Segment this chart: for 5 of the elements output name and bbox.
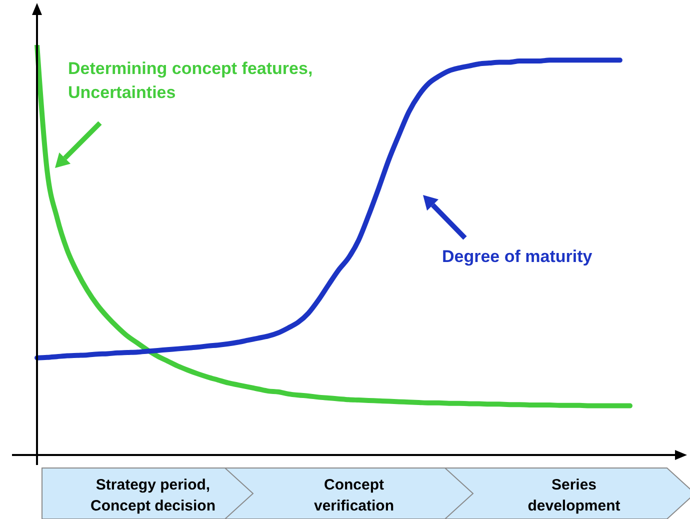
text: Series development (528, 476, 620, 514)
text: Concept verification (314, 476, 394, 514)
legend-label: Degree of maturity (442, 247, 593, 266)
series-label: Determining concept features, Uncertainties (68, 59, 313, 102)
text: Strategy period, Concept decision (90, 476, 216, 514)
